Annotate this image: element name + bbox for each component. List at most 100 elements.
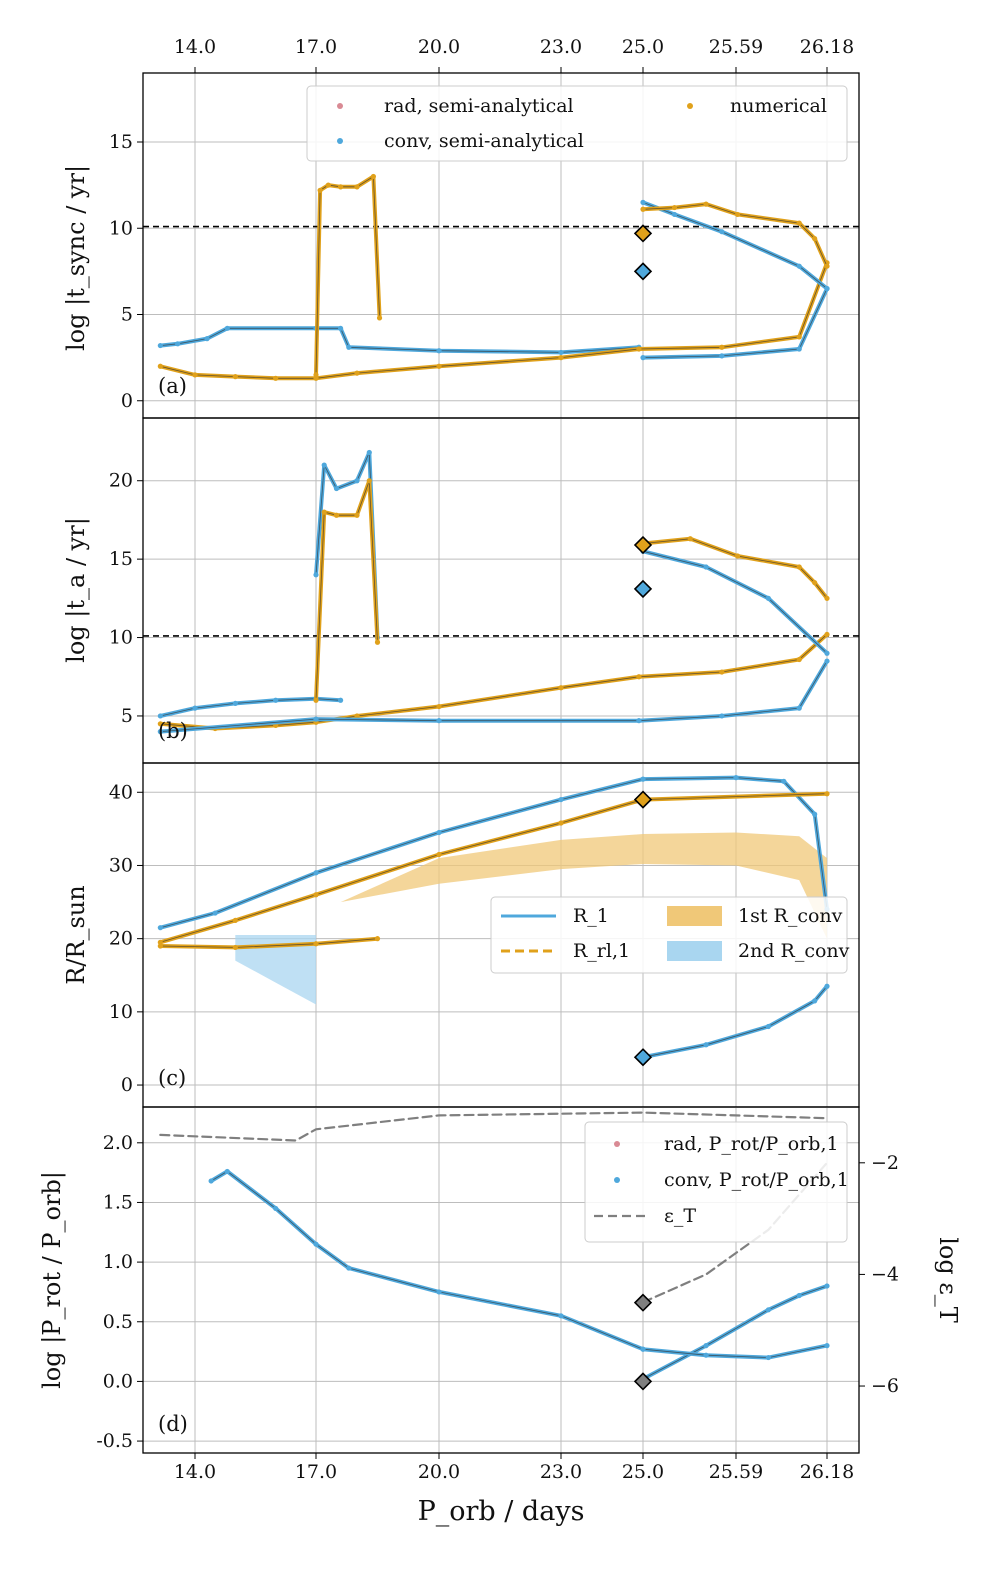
data-point xyxy=(192,372,198,378)
data-point xyxy=(703,564,709,570)
data-point xyxy=(354,478,360,484)
data-point xyxy=(317,187,323,193)
legend-marker-rad xyxy=(337,103,343,109)
panel-label-b: (b) xyxy=(158,719,188,743)
legend-label-r1: R_1 xyxy=(573,905,609,927)
bottom-tick-label: 25.0 xyxy=(622,1461,664,1483)
bottom-tick-label: 25.59 xyxy=(709,1461,763,1483)
y-tick-label: 40 xyxy=(109,781,133,803)
y-tick-label: 0.0 xyxy=(103,1370,133,1392)
data-point xyxy=(436,1289,442,1295)
data-point xyxy=(366,478,372,484)
data-point xyxy=(703,201,709,207)
series-core-line xyxy=(210,1170,644,1350)
data-point xyxy=(157,721,163,727)
data-point xyxy=(719,713,725,719)
data-point xyxy=(824,263,830,269)
diamond-marker xyxy=(633,1048,653,1067)
y-tick-label: 2.0 xyxy=(103,1132,133,1154)
data-point xyxy=(558,820,564,826)
data-point xyxy=(436,851,442,858)
data-point xyxy=(313,941,319,947)
y-tick-label: 5 xyxy=(121,705,133,727)
data-point xyxy=(436,718,442,724)
y-axis-label-b: log |t_a / yr| xyxy=(62,517,91,663)
diamond-marker xyxy=(633,535,653,555)
data-point xyxy=(273,1205,279,1212)
data-point xyxy=(640,199,646,205)
data-point xyxy=(558,685,564,691)
data-point xyxy=(208,1178,214,1184)
data-point xyxy=(338,184,344,190)
y-tick-label: 10 xyxy=(109,627,133,649)
right-y-tick-label: −2 xyxy=(871,1152,899,1174)
y-tick-label: 20 xyxy=(109,470,133,492)
data-point xyxy=(224,1168,230,1175)
data-point xyxy=(436,829,442,836)
series-core-line xyxy=(642,538,828,599)
bottom-tick-label: 17.0 xyxy=(295,1461,337,1483)
data-point xyxy=(157,342,163,349)
series-core-line xyxy=(160,938,378,948)
diamond-marker xyxy=(633,790,653,809)
y-tick-label: 0 xyxy=(121,390,133,412)
data-point xyxy=(338,697,344,703)
data-point xyxy=(333,512,340,518)
diamond-marker xyxy=(633,1293,653,1312)
series-2nd-r-conv xyxy=(641,984,829,1060)
top-tick-label: 23.0 xyxy=(540,36,582,58)
legend-marker-conv xyxy=(337,138,343,144)
legend-c xyxy=(490,896,848,974)
data-point xyxy=(204,336,210,342)
band-1st-r-conv xyxy=(340,832,827,939)
top-tick-label: 25.0 xyxy=(622,36,664,58)
data-point xyxy=(354,184,360,190)
data-point xyxy=(824,286,830,292)
data-point xyxy=(346,344,352,350)
series-core-line xyxy=(160,698,341,717)
data-point xyxy=(719,353,725,359)
y-tick-label: 5 xyxy=(121,304,133,326)
legend-a xyxy=(306,85,848,162)
legend-patch-second-conv xyxy=(667,941,722,961)
data-point xyxy=(636,346,642,352)
data-point xyxy=(824,595,830,601)
data-point xyxy=(374,936,381,942)
bottom-tick-label: 14.0 xyxy=(174,1461,216,1483)
data-point xyxy=(824,791,830,797)
diamond-marker xyxy=(633,579,653,599)
data-point xyxy=(321,509,327,515)
data-point xyxy=(232,700,238,707)
bottom-tick-label: 20.0 xyxy=(418,1461,460,1483)
data-point xyxy=(273,375,279,381)
y-tick-label: 0.5 xyxy=(103,1311,133,1333)
data-point xyxy=(313,572,319,578)
data-point xyxy=(671,211,678,218)
data-point xyxy=(321,462,327,468)
y-tick-label: 1.0 xyxy=(103,1251,133,1273)
data-point xyxy=(558,796,564,803)
data-point xyxy=(703,1352,709,1358)
legend-label-conv: conv, semi-analytical xyxy=(384,130,584,152)
series-core-line xyxy=(642,1345,828,1359)
data-point xyxy=(765,1354,771,1361)
top-tick-label: 20.0 xyxy=(418,36,460,58)
data-point xyxy=(273,697,279,703)
data-point xyxy=(313,892,319,898)
data-point xyxy=(796,220,802,226)
legend-label-rad: rad, semi-analytical xyxy=(384,95,574,117)
x-axis-label: P_orb / days xyxy=(418,1496,585,1527)
series-core-line xyxy=(160,777,828,929)
legend-marker-numerical xyxy=(687,103,693,109)
data-point xyxy=(212,910,218,916)
data-point xyxy=(719,229,725,235)
y-tick-label: 10 xyxy=(109,217,133,239)
data-point xyxy=(812,998,818,1004)
bottom-x-tick-labels: 14.0 17.0 20.0 23.0 25.0 25.59 26.18 xyxy=(174,1461,854,1483)
diamond-marker xyxy=(633,224,653,243)
data-point xyxy=(313,372,319,378)
data-point xyxy=(232,374,238,380)
data-point xyxy=(224,325,230,331)
data-point xyxy=(232,917,238,923)
